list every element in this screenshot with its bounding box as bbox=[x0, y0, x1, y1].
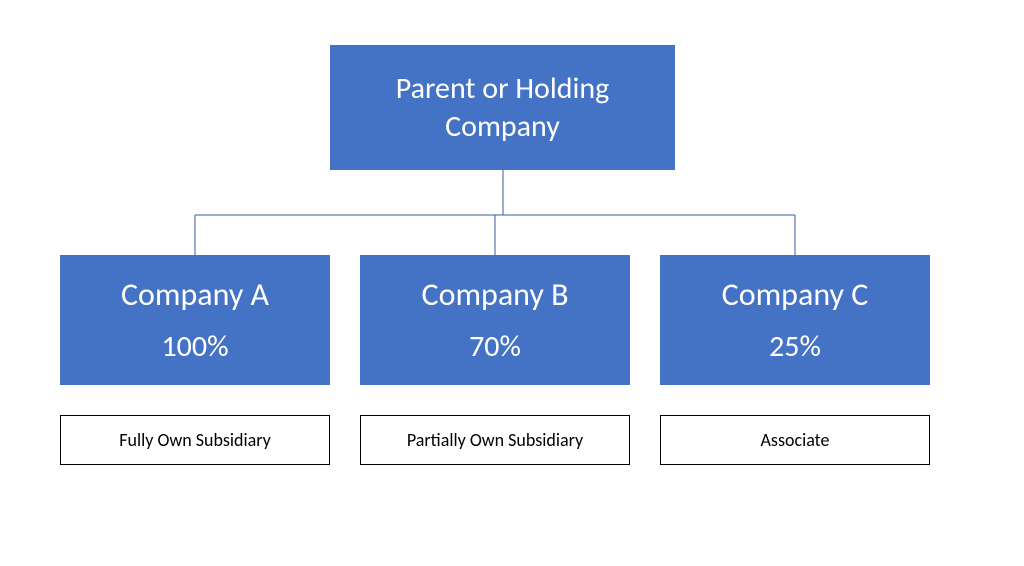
company-percent: 70% bbox=[469, 328, 521, 365]
company-name: Company C bbox=[722, 275, 869, 314]
company-classification-label: Associate bbox=[660, 415, 930, 465]
company-node: Company B 70% bbox=[360, 255, 630, 385]
company-name: Company B bbox=[422, 275, 569, 314]
company-percent: 25% bbox=[769, 328, 821, 365]
company-name: Company A bbox=[121, 275, 269, 314]
company-classification-label: Fully Own Subsidiary bbox=[60, 415, 330, 465]
company-node: Company A 100% bbox=[60, 255, 330, 385]
company-percent: 100% bbox=[161, 328, 228, 365]
company-classification-label: Partially Own Subsidiary bbox=[360, 415, 630, 465]
parent-company-title-line1: Parent or Holding bbox=[396, 70, 610, 108]
parent-company-title-line2: Company bbox=[445, 108, 560, 146]
label-text: Partially Own Subsidiary bbox=[407, 429, 583, 451]
company-node: Company C 25% bbox=[660, 255, 930, 385]
label-text: Associate bbox=[761, 429, 830, 451]
label-text: Fully Own Subsidiary bbox=[119, 429, 271, 451]
parent-company-node: Parent or Holding Company bbox=[330, 45, 675, 170]
